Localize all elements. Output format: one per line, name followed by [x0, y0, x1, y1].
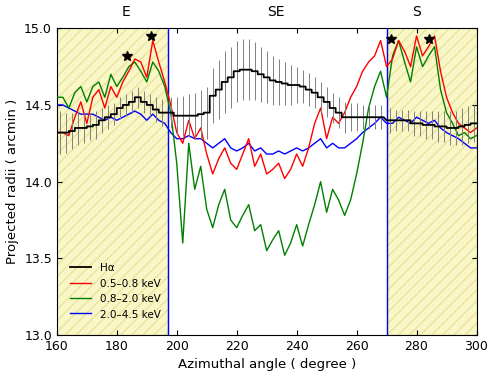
Text: E: E — [122, 5, 130, 19]
Legend: Hα, 0.5–0.8 keV, 0.8–2.0 keV, 2.0–4.5 keV: Hα, 0.5–0.8 keV, 0.8–2.0 keV, 2.0–4.5 ke… — [66, 259, 165, 324]
X-axis label: Azimuthal angle ( degree ): Azimuthal angle ( degree ) — [177, 359, 356, 371]
Text: S: S — [412, 5, 421, 19]
Text: SE: SE — [267, 5, 285, 19]
Bar — [387, 28, 477, 335]
Y-axis label: Projected radii ( arcmin ): Projected radii ( arcmin ) — [5, 99, 19, 264]
Bar — [57, 28, 168, 335]
